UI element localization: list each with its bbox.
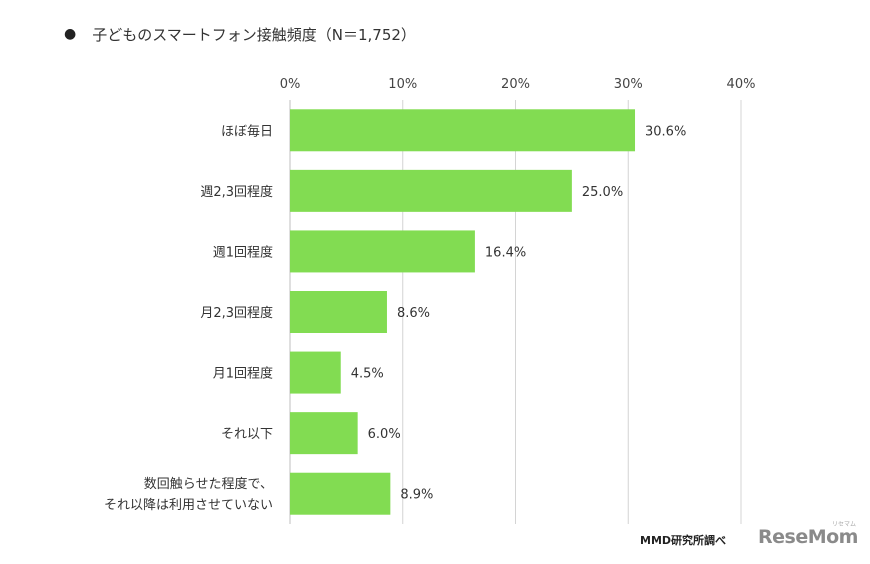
resemom-logo: ReseMom bbox=[758, 526, 858, 548]
value-label: 6.0% bbox=[368, 427, 401, 442]
category-label: 月1回程度 bbox=[213, 366, 273, 382]
x-tick-label: 20% bbox=[501, 77, 530, 92]
value-label: 25.0% bbox=[582, 185, 623, 200]
category-label: それ以下 bbox=[221, 427, 273, 442]
value-label: 30.6% bbox=[645, 124, 686, 139]
category-label: 月2,3回程度 bbox=[200, 305, 273, 321]
value-label: 4.5% bbox=[351, 367, 384, 382]
category-label: それ以降は利用させていない bbox=[104, 498, 273, 513]
source-note: MMD研究所調べ bbox=[640, 534, 727, 547]
x-tick-label: 0% bbox=[280, 77, 301, 92]
title-bullet: ● bbox=[64, 26, 77, 42]
title-text: 子どものスマートフォン接触頻度（N＝1,752） bbox=[92, 25, 416, 44]
value-label: 8.6% bbox=[397, 306, 430, 321]
value-label: 8.9% bbox=[400, 488, 433, 503]
bar bbox=[290, 169, 572, 212]
x-tick-label: 10% bbox=[388, 77, 417, 92]
resemom-logo-small: リセマム bbox=[832, 521, 857, 528]
category-label: 週2,3回程度 bbox=[200, 184, 273, 200]
chart-title: ● 子どものスマートフォン接触頻度（N＝1,752） bbox=[64, 22, 416, 46]
bar bbox=[290, 472, 391, 515]
category-label: 数回触らせた程度で、 bbox=[144, 476, 273, 492]
bar bbox=[290, 412, 358, 455]
x-tick-label: 30% bbox=[614, 77, 643, 92]
x-tick-label: 40% bbox=[727, 77, 756, 92]
value-label: 16.4% bbox=[485, 245, 526, 260]
category-label: 週1回程度 bbox=[213, 244, 273, 260]
bar bbox=[290, 351, 341, 394]
bar bbox=[290, 230, 475, 273]
category-label: ほぼ毎日 bbox=[221, 123, 273, 139]
bar bbox=[290, 109, 636, 152]
bar bbox=[290, 291, 387, 333]
